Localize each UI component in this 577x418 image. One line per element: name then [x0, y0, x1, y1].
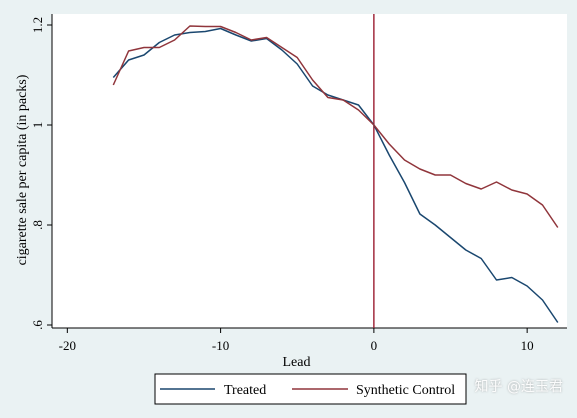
legend-label: Treated — [224, 383, 266, 398]
series-line-treated — [112, 27, 559, 323]
y-axis-title: cigarette sale per capita (in packs) — [15, 74, 30, 265]
x-tick-label: -20 — [59, 338, 76, 353]
plot-area — [52, 14, 567, 328]
x-axis-title: Lead — [283, 355, 311, 370]
series-line-synthetic-control — [112, 25, 559, 228]
x-tick-label: 10 — [521, 338, 534, 353]
x-tick-label: 0 — [371, 338, 378, 353]
y-tick-label: 1 — [30, 122, 45, 129]
watermark: 知乎 @连玉君 — [474, 379, 563, 395]
y-tick-label: .6 — [30, 320, 45, 330]
x-tick-label: -10 — [212, 338, 229, 353]
y-tick-label: 1.2 — [30, 17, 45, 33]
y-tick-label: .8 — [30, 220, 45, 230]
legend-label: Synthetic Control — [356, 383, 455, 398]
